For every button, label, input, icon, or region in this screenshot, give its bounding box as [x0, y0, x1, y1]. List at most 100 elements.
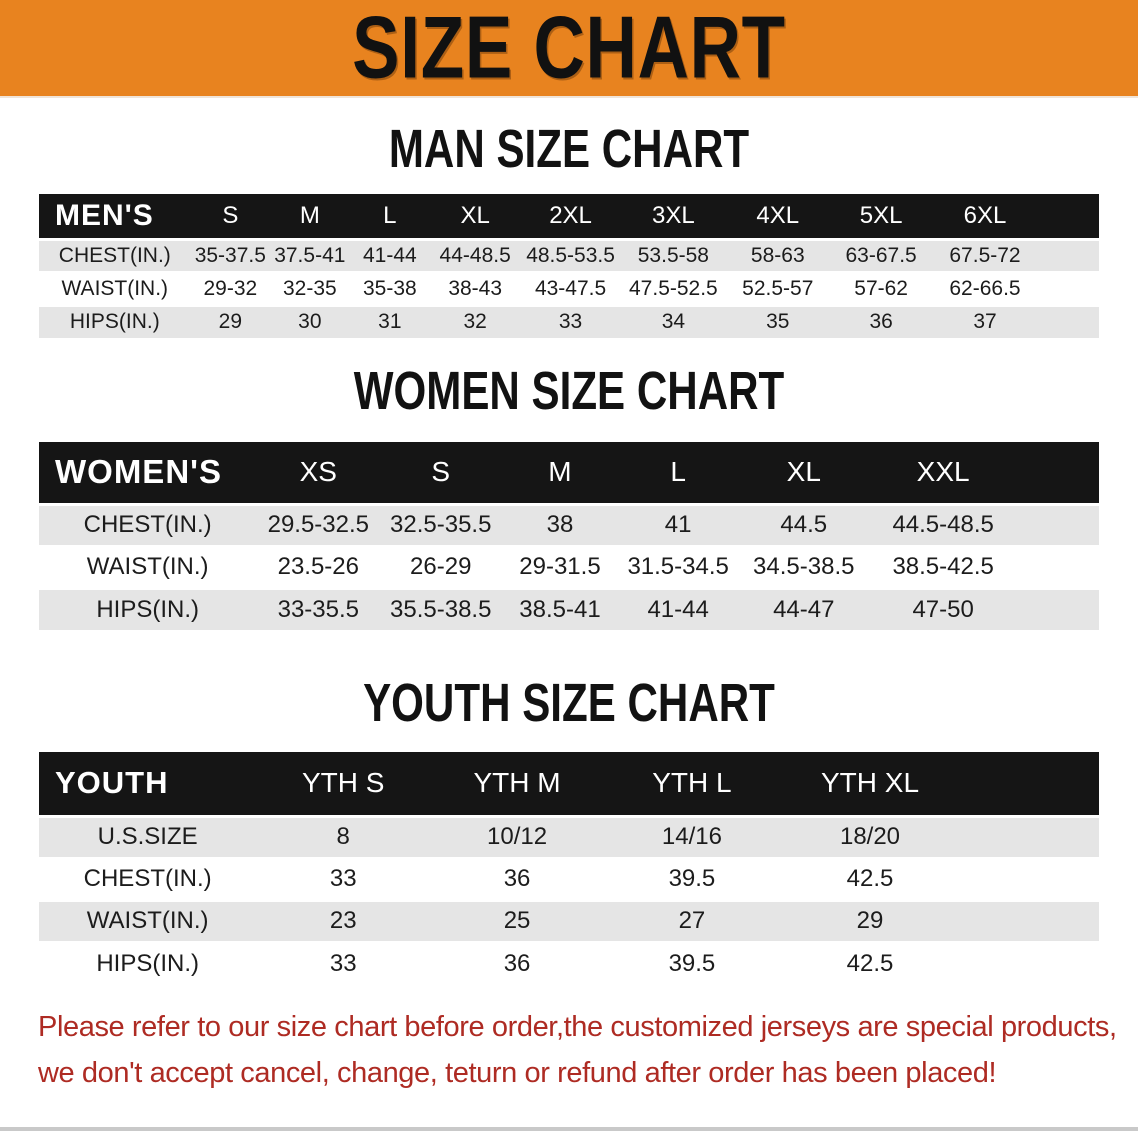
size-value-cell: 32.5-35.5	[390, 511, 492, 538]
size-value-cell: 33-35.5	[277, 595, 359, 623]
size-value-cell: 29.5-32.5	[267, 511, 370, 538]
row-label: HIPS(IN.)	[96, 595, 199, 623]
size-value-cell: 44-48.5	[439, 243, 511, 267]
row-spacer-cell	[1037, 305, 1099, 338]
size-value-cell: 18/20	[839, 823, 901, 850]
size-value-cell: 41	[664, 511, 692, 538]
size-value-cell: 58-63	[750, 243, 805, 267]
size-value-cell: 36	[503, 865, 531, 892]
size-value-cell: 53.5-58	[637, 243, 709, 267]
size-column-header: M	[299, 201, 320, 229]
size-value-cell: 38	[546, 511, 574, 538]
row-label: WAIST(IN.)	[86, 907, 209, 934]
header-spacer-cell	[960, 752, 1099, 816]
table-row: CHEST(IN.) 35-37.5 37.5-41 41-44 44-48.5 48.5…	[39, 239, 1099, 272]
size-table-group-label: WOMEN'S	[55, 453, 223, 491]
size-column-header: S	[222, 201, 239, 229]
size-column-header: 2XL	[549, 201, 592, 229]
size-table-group-label: YOUTH	[55, 765, 169, 801]
size-table: MEN'S S M L XL 2XL 3XL 4XL 5XL 6XL CHEST(IN.) 35-37…	[39, 194, 1099, 338]
size-value-cell: 44.5-48.5	[892, 511, 994, 538]
size-value-cell: 44-47	[773, 595, 835, 623]
table-row: CHEST(IN.) 33 36 39.5 42.5	[39, 858, 1099, 900]
header-spacer-cell	[1037, 194, 1099, 239]
bottom-rule	[0, 1127, 1138, 1131]
size-value-cell: 29-31.5	[519, 553, 601, 580]
header-spacer-cell	[1016, 442, 1099, 504]
size-value-cell: 14/16	[661, 823, 722, 850]
row-label: CHEST(IN.)	[83, 511, 212, 538]
size-column-header: M	[548, 456, 572, 488]
size-value-cell: 31	[378, 310, 402, 334]
size-value-cell: 43-47.5	[534, 276, 607, 300]
size-value-cell: 38.5-41	[519, 595, 601, 623]
size-value-cell: 23	[329, 907, 357, 934]
size-table-group-label: MEN'S	[55, 198, 154, 232]
size-column-header: YTH M	[473, 767, 561, 799]
size-value-cell: 32-35	[282, 276, 337, 300]
size-value-cell: 35	[766, 310, 790, 334]
order-notice-line1: Please refer to our size chart before or…	[38, 1011, 1117, 1043]
size-value-cell: 38.5-42.5	[892, 553, 994, 580]
row-spacer-cell	[1016, 546, 1099, 588]
size-value-cell: 29-32	[203, 276, 258, 300]
size-value-cell: 42.5	[846, 949, 894, 977]
row-label: WAIST(IN.)	[86, 553, 209, 580]
row-label: HIPS(IN.)	[96, 949, 199, 977]
row-label: CHEST(IN.)	[58, 243, 171, 267]
table-row: WAIST(IN.) 29-32 32-35 35-38 38-43 43-47.5 47.…	[39, 272, 1099, 305]
size-value-cell: 39.5	[668, 949, 716, 977]
table-row: HIPS(IN.) 33-35.5 35.5-38.5 38.5-41 41-44 44-…	[39, 588, 1099, 630]
size-value-cell: 47-50	[912, 595, 974, 623]
size-column-header: 3XL	[652, 201, 695, 229]
size-column-header: L	[670, 456, 686, 488]
size-column-header: 5XL	[859, 201, 903, 229]
order-notice-line2: we don't accept cancel, change, teturn o…	[38, 1057, 997, 1089]
size-value-cell: 27	[678, 907, 706, 934]
size-value-cell: 26-29	[410, 553, 472, 580]
row-spacer-cell	[1016, 588, 1099, 630]
size-column-header: S	[431, 456, 451, 488]
size-value-cell: 48.5-53.5	[526, 243, 615, 267]
size-value-cell: 67.5-72	[949, 243, 1021, 267]
youth-size-chart-section: YOUTH YTH S YTH M YTH L YTH XL U.S.SIZE 8 10/12…	[0, 752, 1138, 984]
banner-title: SIZE CHART	[352, 0, 786, 97]
row-label: WAIST(IN.)	[61, 276, 169, 300]
size-column-header: L	[383, 201, 397, 229]
row-spacer-cell	[960, 816, 1099, 858]
man-size-chart-section: MEN'S S M L XL 2XL 3XL 4XL 5XL 6XL CHEST(IN.) 35-37…	[0, 194, 1138, 338]
table-row: U.S.SIZE 8 10/12 14/16 18/20	[39, 816, 1099, 858]
size-value-cell: 34.5-38.5	[753, 553, 855, 580]
size-value-cell: 31.5-34.5	[627, 553, 729, 580]
size-value-cell: 32	[463, 310, 487, 334]
size-value-cell: 41-44	[362, 243, 417, 267]
size-value-cell: 35-37.5	[194, 243, 266, 267]
youth-size-chart-title: YOUTH SIZE CHART	[363, 673, 775, 733]
size-column-header: XXL	[916, 456, 970, 488]
table-row: HIPS(IN.) 33 36 39.5 42.5	[39, 942, 1099, 984]
size-value-cell: 47.5-52.5	[629, 276, 718, 300]
size-column-header: XS	[299, 456, 337, 488]
row-spacer-cell	[1016, 504, 1099, 546]
size-value-cell: 29	[218, 310, 242, 334]
size-value-cell: 37	[973, 310, 997, 334]
size-value-cell: 33	[558, 310, 583, 334]
size-table-header-row: YOUTH YTH S YTH M YTH L YTH XL	[39, 752, 1099, 816]
row-label: CHEST(IN.)	[83, 865, 212, 892]
size-value-cell: 63-67.5	[845, 243, 917, 267]
size-column-header: YTH L	[652, 767, 732, 799]
size-column-header: YTH S	[301, 767, 385, 799]
size-value-cell: 36	[503, 949, 531, 977]
size-table: WOMEN'S XS S M L XL XXL CHEST(IN.) 29.5-32.5 32.5…	[39, 442, 1099, 630]
size-column-header: 6XL	[963, 201, 1007, 229]
table-row: CHEST(IN.) 29.5-32.5 32.5-35.5 38 41 44.5 44.5…	[39, 504, 1099, 546]
size-value-cell: 34	[661, 310, 686, 334]
row-spacer-cell	[1037, 272, 1099, 305]
man-size-chart-title: MAN SIZE CHART	[388, 119, 750, 179]
row-spacer-cell	[960, 858, 1099, 900]
size-value-cell: 25	[503, 907, 531, 934]
size-column-header: YTH XL	[820, 767, 920, 799]
size-value-cell: 52.5-57	[742, 276, 814, 300]
row-spacer-cell	[1037, 239, 1099, 272]
size-value-cell: 38-43	[448, 276, 503, 300]
